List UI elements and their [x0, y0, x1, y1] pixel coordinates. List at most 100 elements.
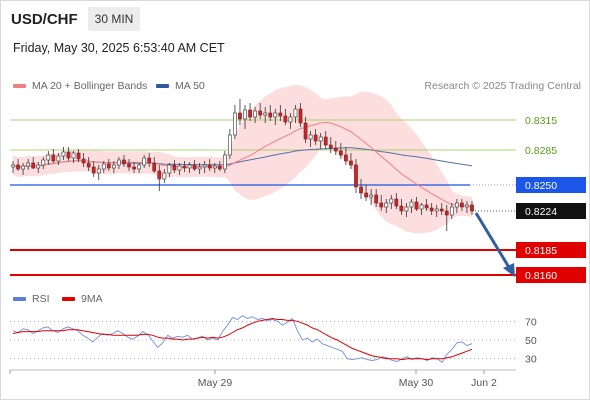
candle — [152, 157, 157, 173]
rsi-tick-50: 50 — [525, 335, 537, 347]
candle-body — [288, 116, 293, 123]
candle-body — [338, 150, 343, 156]
candle-body — [465, 204, 469, 208]
candle-body — [147, 157, 152, 164]
candle — [212, 163, 217, 173]
candle-body — [354, 164, 358, 188]
ma20-swatch — [13, 84, 26, 88]
candle — [419, 203, 424, 215]
candle-body — [369, 194, 373, 198]
candle — [248, 103, 252, 121]
candle-body — [202, 164, 207, 168]
interval-selector[interactable]: 30 MIN — [87, 7, 141, 31]
candle-body — [76, 152, 81, 160]
candle-body — [51, 154, 56, 162]
candle — [374, 189, 379, 207]
candle-body — [112, 164, 116, 169]
candle-body — [298, 108, 303, 124]
rsi-ma-swatch — [62, 297, 75, 301]
candle-body — [71, 152, 76, 159]
candle-body — [273, 112, 278, 118]
candle — [308, 131, 313, 147]
candle-body — [222, 154, 227, 170]
forecast-arrow-head — [503, 263, 515, 277]
candle-body — [81, 158, 86, 164]
candle — [444, 205, 449, 231]
candle-body — [31, 162, 36, 169]
candle — [439, 203, 444, 215]
chart-header: USD/CHF 30 MIN — [0, 6, 141, 32]
candle-body — [217, 165, 222, 170]
candle — [354, 159, 358, 193]
candle-body — [207, 164, 212, 169]
candle-body — [66, 151, 71, 159]
support-label-0.8185: 0.8185 — [525, 245, 557, 257]
last-price-box — [516, 203, 586, 219]
x-tick-label: May 29 — [198, 377, 233, 389]
candle — [384, 199, 389, 213]
candle — [46, 151, 51, 165]
candle-body — [187, 164, 192, 169]
candle — [233, 105, 237, 139]
candle — [41, 157, 46, 169]
candle-body — [243, 109, 247, 120]
candle — [96, 165, 101, 180]
candle-body — [11, 164, 15, 168]
candle — [142, 155, 147, 168]
rsi-swatch — [13, 297, 26, 301]
candle — [253, 107, 257, 123]
candle-body — [283, 115, 288, 123]
candle-body — [268, 112, 273, 118]
candle — [91, 161, 96, 177]
support-label-0.8160: 0.8160 — [525, 270, 557, 282]
candle-body — [248, 109, 252, 118]
candle — [313, 129, 318, 145]
last-price-label: 0.8224 — [525, 206, 557, 218]
candle — [81, 153, 86, 167]
candle — [61, 147, 66, 160]
candle-body — [177, 165, 182, 171]
candle-body — [318, 136, 323, 142]
candle-body — [233, 112, 237, 136]
candle-body — [137, 164, 141, 170]
candle — [424, 199, 429, 211]
candle-body — [238, 112, 242, 120]
candle — [349, 153, 353, 169]
candle-body — [157, 170, 162, 180]
candle — [470, 201, 474, 215]
candle — [288, 113, 293, 129]
candle-body — [424, 204, 429, 209]
candle — [283, 109, 288, 125]
candle — [21, 163, 25, 175]
candle — [127, 159, 131, 171]
candle — [333, 141, 338, 155]
candle-body — [106, 163, 111, 169]
candle — [192, 160, 197, 171]
candle — [182, 161, 187, 172]
candle — [217, 161, 222, 171]
candle-body — [328, 144, 333, 149]
candle-body — [444, 210, 449, 216]
candle-body — [86, 162, 91, 168]
candle-body — [26, 162, 30, 167]
candle-body — [323, 136, 328, 146]
candle — [202, 161, 207, 173]
candle-body — [167, 164, 172, 174]
candle-body — [197, 166, 202, 170]
candle — [137, 163, 141, 173]
candle — [318, 133, 323, 149]
candle — [455, 199, 459, 213]
candle — [76, 149, 81, 162]
candle — [303, 117, 308, 143]
resistance-label-0.8315: 0.8315 — [525, 115, 557, 127]
ma20-line — [12, 121, 473, 208]
candle-body — [96, 168, 101, 174]
candle-body — [303, 122, 308, 140]
candle — [228, 129, 232, 159]
resistance-label-0.8285: 0.8285 — [525, 145, 557, 157]
candle — [157, 165, 162, 191]
candle-body — [162, 172, 167, 180]
candle — [31, 157, 36, 169]
candle-body — [455, 202, 459, 208]
